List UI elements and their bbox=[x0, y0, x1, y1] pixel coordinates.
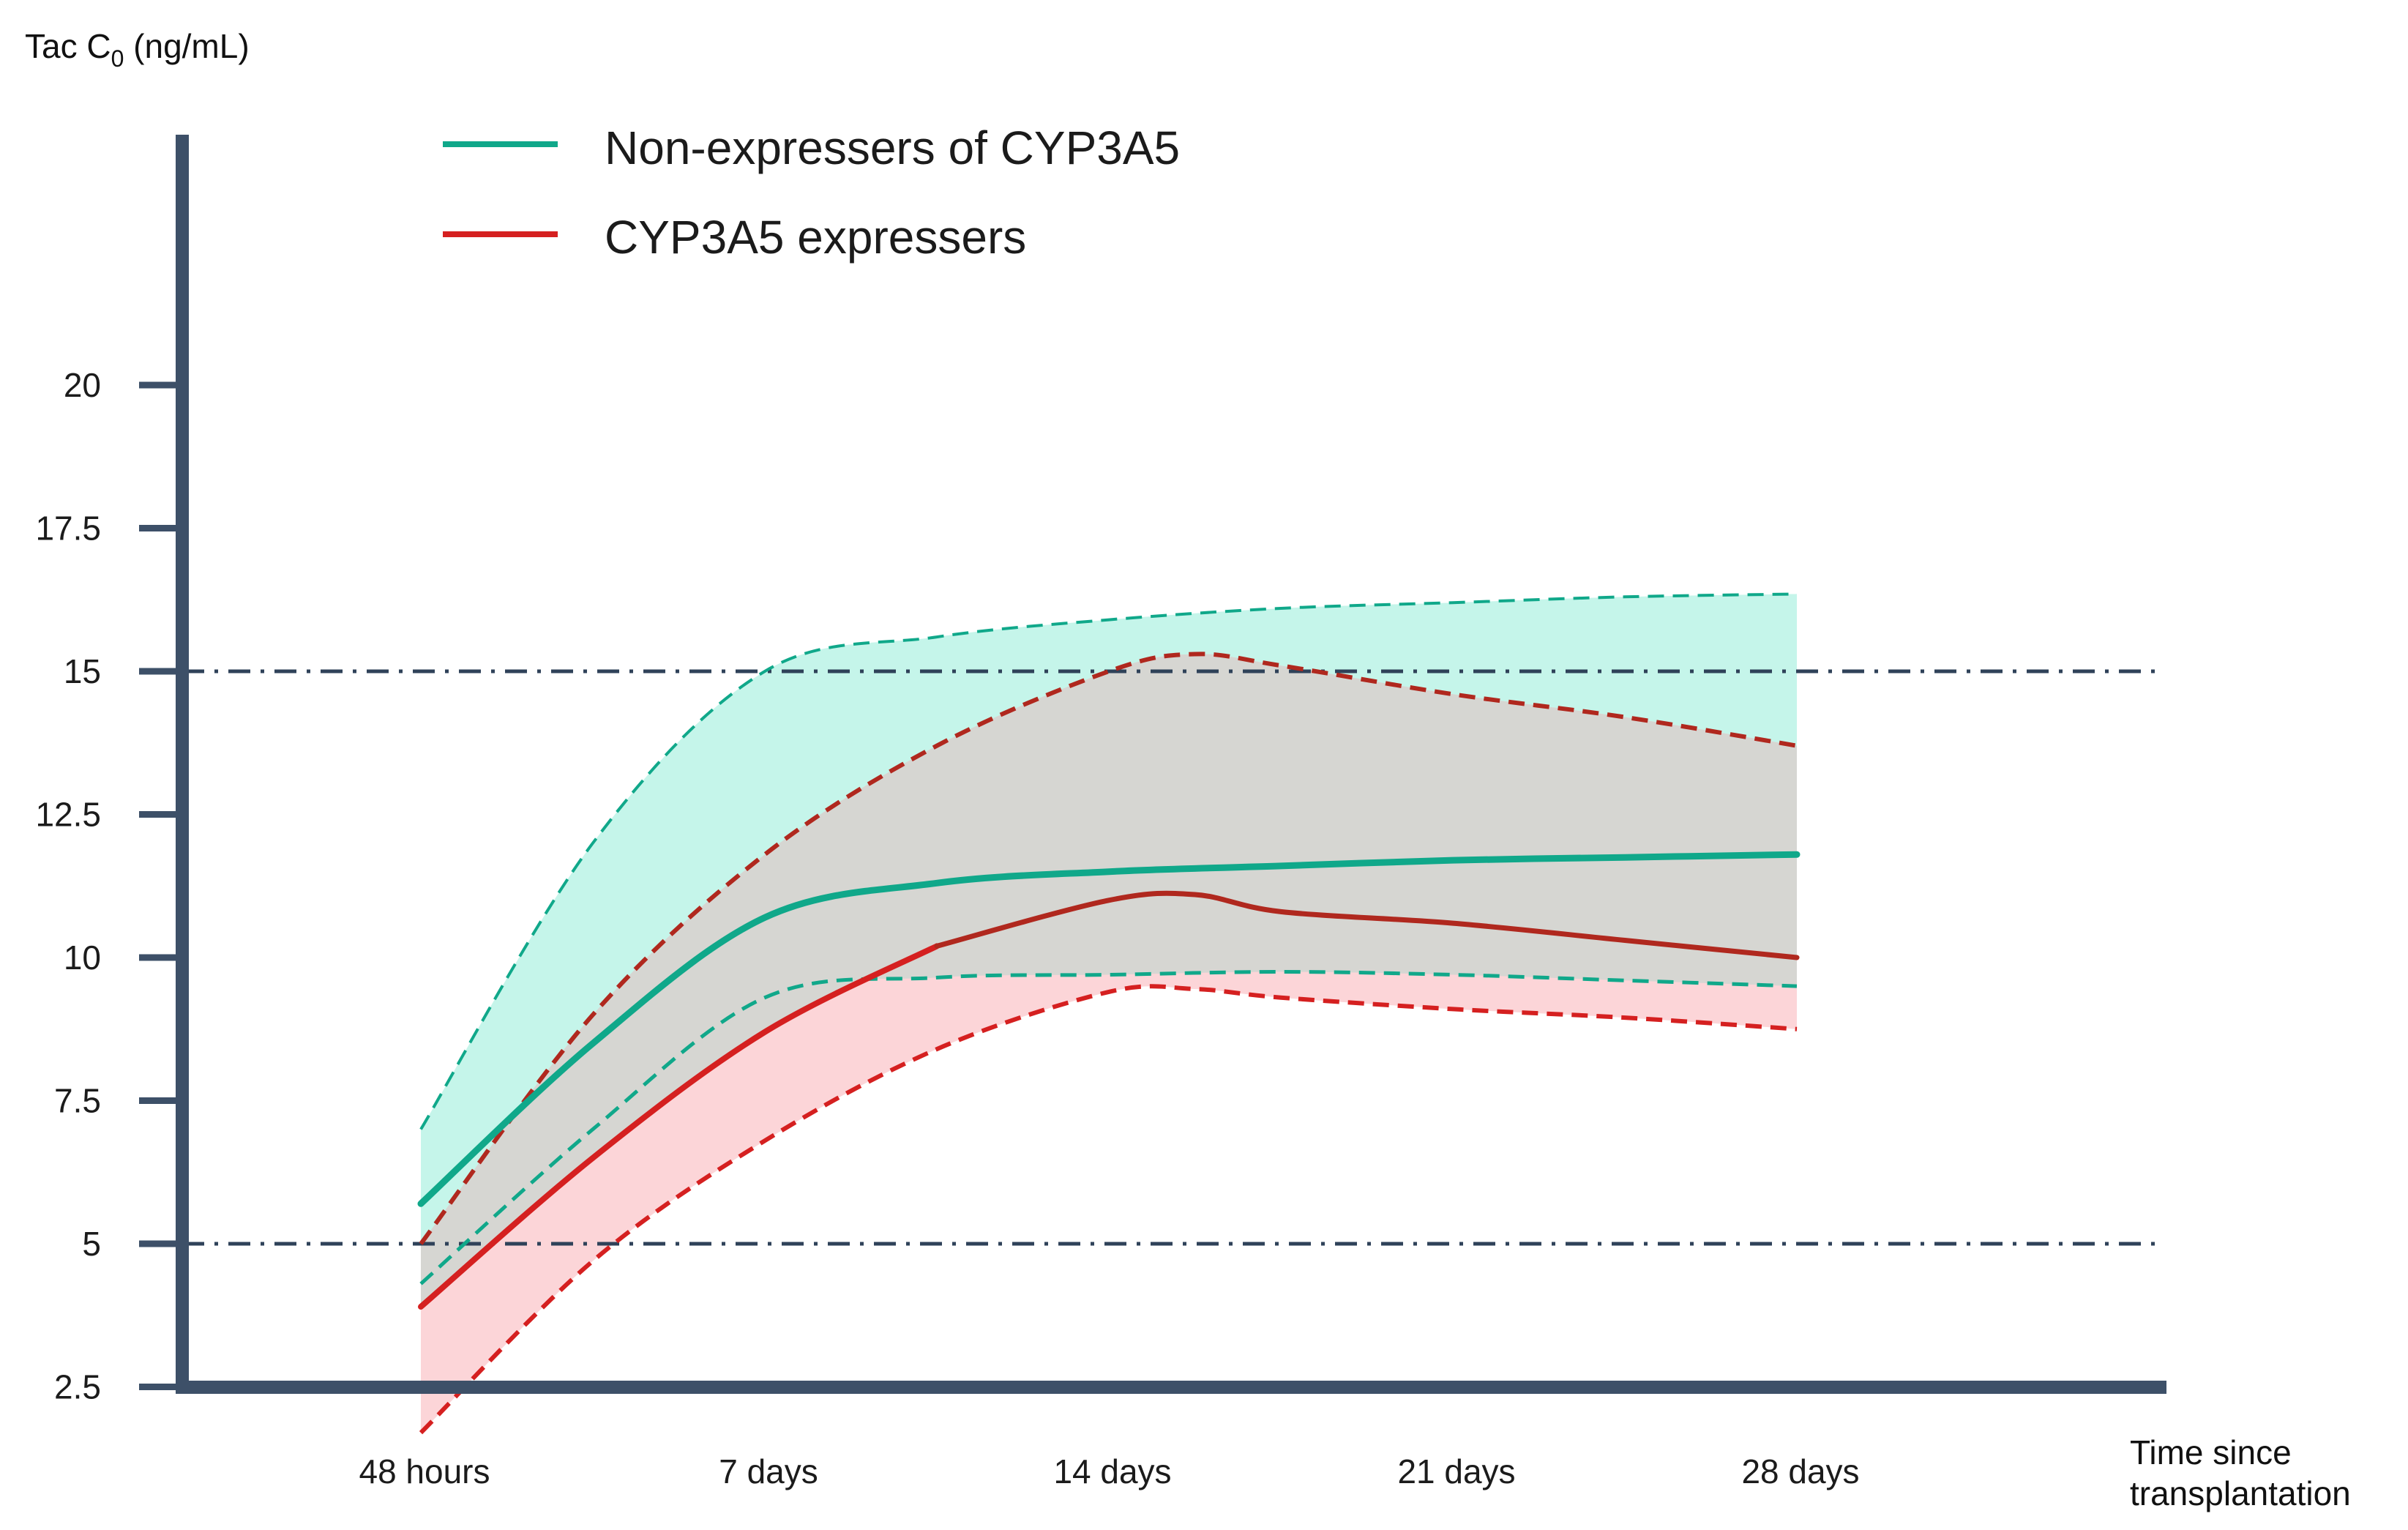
legend-label-expressers: CYP3A5 expressers bbox=[605, 211, 1026, 264]
y-tick-label: 7.5 bbox=[54, 1082, 101, 1120]
x-axis-label-line1: Time since bbox=[2130, 1433, 2292, 1471]
axes bbox=[176, 135, 2166, 1394]
band-overlap bbox=[421, 654, 1797, 1307]
expressers-median-line-late bbox=[934, 890, 1800, 960]
non-expressers-median-line bbox=[417, 851, 1801, 1207]
bands-layer bbox=[421, 594, 1797, 1433]
non-expressers-lower-bound bbox=[419, 969, 1798, 1285]
y-axis-label-subscript: 0 bbox=[111, 45, 124, 72]
y-tick-label: 17.5 bbox=[35, 510, 101, 548]
y-tick-label: 5 bbox=[82, 1225, 101, 1263]
x-tick-label: 21 days bbox=[1397, 1452, 1515, 1490]
y-tick-label: 20 bbox=[64, 366, 101, 404]
y-tick-label: 2.5 bbox=[54, 1368, 101, 1406]
x-tick-label: 14 days bbox=[1053, 1452, 1171, 1490]
y-axis-label-units: (ng/mL) bbox=[124, 27, 249, 65]
expressers-median-line bbox=[418, 943, 940, 1310]
y-axis-label: Tac C0 (ng/mL) bbox=[25, 27, 250, 72]
y-ticks-layer: 2.5 5 7.5 10 12.5 15 17.5 20 bbox=[35, 366, 176, 1406]
series-lines-layer bbox=[417, 592, 1801, 1435]
y-tick-label: 10 bbox=[64, 938, 101, 977]
x-tick-label: 28 days bbox=[1741, 1452, 1859, 1490]
x-tick-label: 48 hours bbox=[359, 1452, 490, 1490]
x-ticks-layer: 48 hours 7 days 14 days 21 days 28 days bbox=[359, 1452, 1859, 1490]
non-expressers-upper-bound bbox=[419, 592, 1798, 1130]
legend: Non-expressers of CYP3A5 CYP3A5 expresse… bbox=[443, 122, 1180, 264]
x-tick-label: 7 days bbox=[719, 1452, 818, 1490]
expressers-upper-bound bbox=[419, 652, 1798, 1245]
expressers-lower-bound bbox=[419, 984, 1798, 1435]
reference-lines-layer bbox=[182, 669, 2155, 1246]
y-tick-label: 15 bbox=[64, 652, 101, 690]
y-tick-label: 12.5 bbox=[35, 796, 101, 834]
y-axis-label-main: Tac C bbox=[25, 27, 111, 65]
x-axis-label-line2: transplantation bbox=[2130, 1474, 2351, 1512]
legend-label-non-expressers: Non-expressers of CYP3A5 bbox=[605, 122, 1180, 174]
